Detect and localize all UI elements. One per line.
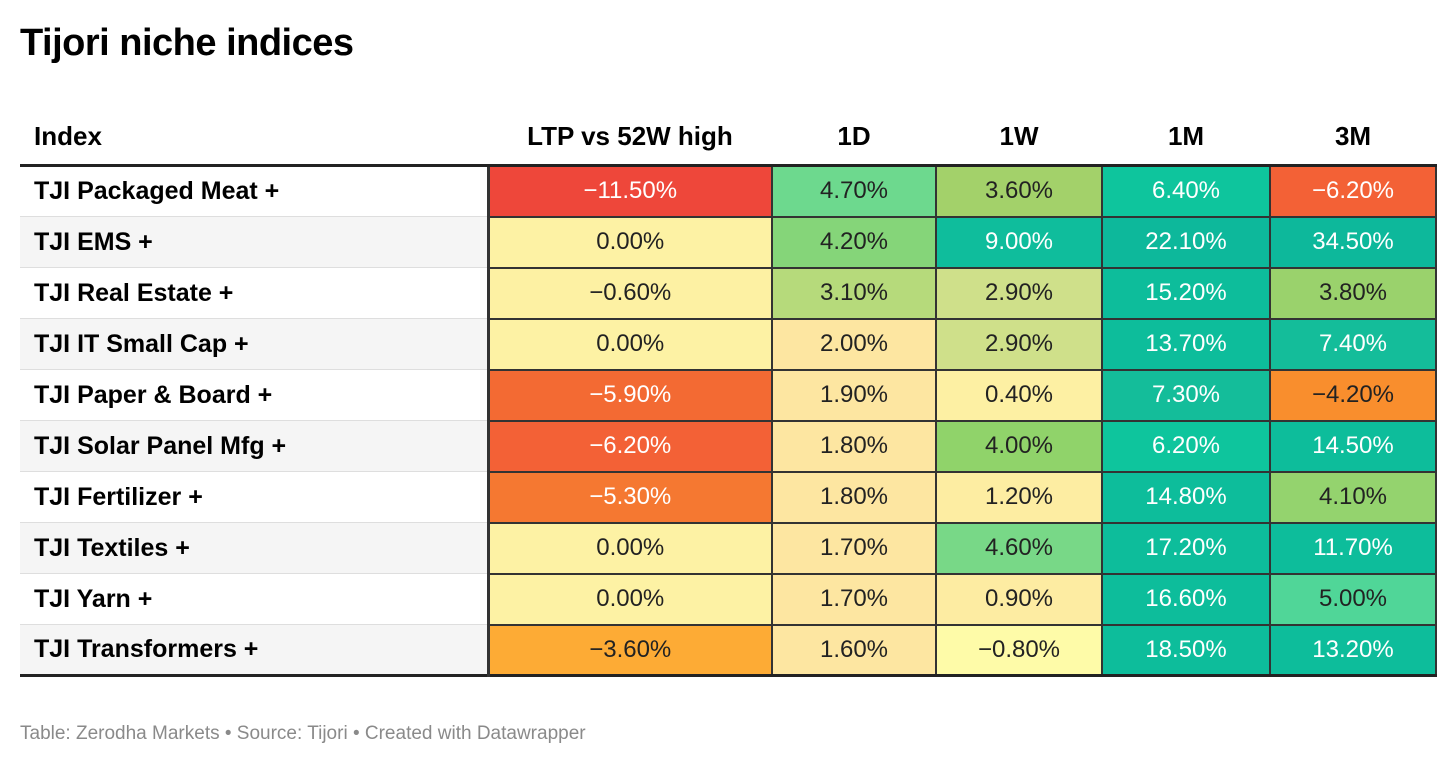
column-header-1w: 1W: [936, 108, 1102, 167]
table-row: TJI Fertilizer + −5.30% 1.80% 1.20% 14.80% 4.…: [20, 470, 1437, 524]
table-body: TJI Packaged Meat + −11.50% 4.70% 3.60% 6.40…: [20, 164, 1437, 677]
value-cell-ltp-vs-52w-high: 0.00%: [486, 317, 773, 371]
table-row: TJI Yarn +0.00% 1.70% 0.90% 16.60% 5.00%: [20, 572, 1437, 626]
column-header-index: Index: [20, 108, 488, 167]
value-cell-ltp-vs-52w-high: 0.00%: [486, 215, 773, 269]
value-cell-ltp-vs-52w-high: −5.90%: [486, 368, 773, 422]
value-cell-ltp-vs-52w-high: −6.20%: [486, 419, 773, 473]
value-cell-1m: 14.80%: [1101, 470, 1271, 524]
value-cell-3m: 5.00%: [1269, 572, 1437, 626]
value-cell-1d: 1.80%: [771, 419, 937, 473]
value-cell-1w: 2.90%: [935, 317, 1103, 371]
value-cell-1d: 4.20%: [771, 215, 937, 269]
value-cell-3m: 13.20%: [1269, 623, 1437, 677]
header-row: Index LTP vs 52W high 1D 1W 1M 3M: [20, 108, 1436, 167]
value-cell-1m: 16.60%: [1101, 572, 1271, 626]
column-header-ltp-vs-52w-high: LTP vs 52W high: [488, 108, 772, 167]
value-cell-ltp-vs-52w-high: −0.60%: [486, 266, 773, 320]
index-name-cell: TJI IT Small Cap +: [20, 318, 488, 370]
value-cell-1w: 1.20%: [935, 470, 1103, 524]
value-cell-1d: 1.70%: [771, 521, 937, 575]
value-cell-3m: 11.70%: [1269, 521, 1437, 575]
value-cell-1m: 7.30%: [1101, 368, 1271, 422]
value-cell-ltp-vs-52w-high: −5.30%: [486, 470, 773, 524]
chart-title: Tijori niche indices: [20, 22, 354, 64]
value-cell-1m: 17.20%: [1101, 521, 1271, 575]
value-cell-1m: 6.40%: [1101, 164, 1271, 218]
value-cell-1d: 1.90%: [771, 368, 937, 422]
column-header-1d: 1D: [772, 108, 936, 167]
index-name-cell: TJI Fertilizer +: [20, 471, 488, 523]
value-cell-1w: 4.60%: [935, 521, 1103, 575]
value-cell-1m: 6.20%: [1101, 419, 1271, 473]
value-cell-3m: 34.50%: [1269, 215, 1437, 269]
value-cell-1d: 1.70%: [771, 572, 937, 626]
value-cell-3m: 4.10%: [1269, 470, 1437, 524]
table-row: TJI Paper & Board + −5.90% 1.90% 0.40% 7.30%…: [20, 368, 1437, 422]
value-cell-1d: 1.80%: [771, 470, 937, 524]
source-footer: Table: Zerodha Markets • Source: Tijori …: [20, 723, 586, 744]
value-cell-1w: 0.40%: [935, 368, 1103, 422]
value-cell-ltp-vs-52w-high: 0.00%: [486, 572, 773, 626]
value-cell-1m: 13.70%: [1101, 317, 1271, 371]
value-cell-1w: 4.00%: [935, 419, 1103, 473]
value-cell-3m: −4.20%: [1269, 368, 1437, 422]
table-row: TJI Transformers + −3.60% 1.60% −0.80% 18.50…: [20, 623, 1437, 677]
table-row: TJI EMS +0.00% 4.20% 9.00% 22.10% 34.50%: [20, 215, 1437, 269]
index-name-cell: TJI Packaged Meat +: [20, 165, 488, 217]
value-cell-1m: 22.10%: [1101, 215, 1271, 269]
value-cell-3m: 7.40%: [1269, 317, 1437, 371]
value-cell-1m: 18.50%: [1101, 623, 1271, 677]
index-name-cell: TJI EMS +: [20, 216, 488, 268]
index-name-cell: TJI Paper & Board +: [20, 369, 488, 421]
value-cell-3m: 14.50%: [1269, 419, 1437, 473]
table-row: TJI Textiles +0.00% 1.70% 4.60% 17.20% 11.70…: [20, 521, 1437, 575]
index-name-cell: TJI Solar Panel Mfg +: [20, 420, 488, 472]
value-cell-1w: 9.00%: [935, 215, 1103, 269]
value-cell-1d: 4.70%: [771, 164, 937, 218]
index-name-cell: TJI Transformers +: [20, 624, 488, 676]
table-row: TJI IT Small Cap +0.00% 2.00% 2.90% 13.70% 7…: [20, 317, 1437, 371]
value-cell-1d: 3.10%: [771, 266, 937, 320]
table-row: TJI Packaged Meat + −11.50% 4.70% 3.60% 6.40…: [20, 164, 1437, 218]
value-cell-1d: 2.00%: [771, 317, 937, 371]
value-cell-ltp-vs-52w-high: −11.50%: [486, 164, 773, 218]
table-row: TJI Real Estate + −0.60% 3.10% 2.90% 15.20% 3…: [20, 266, 1437, 320]
value-cell-1m: 15.20%: [1101, 266, 1271, 320]
index-name-cell: TJI Yarn +: [20, 573, 488, 625]
column-header-3m: 3M: [1270, 108, 1436, 167]
value-cell-ltp-vs-52w-high: −3.60%: [486, 623, 773, 677]
value-cell-ltp-vs-52w-high: 0.00%: [486, 521, 773, 575]
index-name-cell: TJI Real Estate +: [20, 267, 488, 319]
table-row: TJI Solar Panel Mfg + −6.20% 1.80% 4.00% 6.2…: [20, 419, 1437, 473]
value-cell-3m: −6.20%: [1269, 164, 1437, 218]
value-cell-1d: 1.60%: [771, 623, 937, 677]
value-cell-1w: −0.80%: [935, 623, 1103, 677]
value-cell-1w: 2.90%: [935, 266, 1103, 320]
column-header-1m: 1M: [1102, 108, 1270, 167]
value-cell-3m: 3.80%: [1269, 266, 1437, 320]
value-cell-1w: 0.90%: [935, 572, 1103, 626]
value-cell-1w: 3.60%: [935, 164, 1103, 218]
index-name-cell: TJI Textiles +: [20, 522, 488, 574]
heatmap-table: Index LTP vs 52W high 1D 1W 1M 3M TJI Pa…: [20, 108, 1437, 677]
